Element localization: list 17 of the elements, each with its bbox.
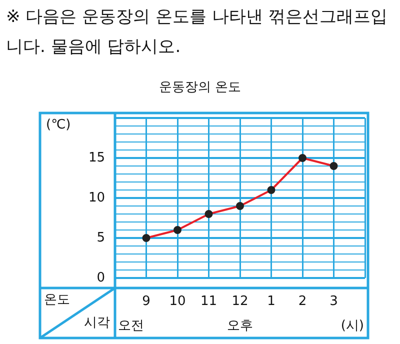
y-tick-label: 15 [88, 150, 105, 166]
x-tick-label: 3 [330, 294, 338, 310]
text: 오전 [118, 318, 144, 334]
text: 오후 [227, 318, 253, 334]
y-tick-label: 0 [96, 270, 105, 286]
text: ※ 다음은 운동장의 온도를 나타낸 꺾은선그래프입니다. 물음에 답하시오. [6, 6, 388, 59]
x-tick-label: 12 [232, 294, 248, 310]
x-tick-label: 9 [142, 294, 150, 310]
y-tick-label: 5 [96, 230, 105, 246]
x-tick-label: 2 [298, 294, 307, 310]
y-tick-label: 10 [88, 190, 105, 206]
x-tick-label: 10 [169, 294, 186, 310]
x-tick-label: 11 [200, 294, 218, 310]
x-tick-label: 1 [267, 294, 276, 310]
y-axis-title: (℃) [46, 117, 71, 132]
x-axis-title: (시) [340, 318, 364, 334]
chart-title: 운동장의 온도 [158, 79, 242, 96]
